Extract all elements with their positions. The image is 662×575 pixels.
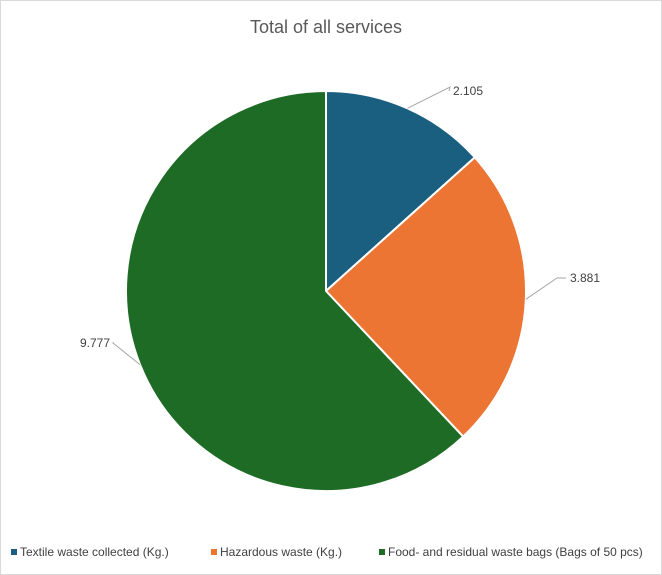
chart-title: Total of all services [250, 17, 402, 37]
legend-swatch-2 [211, 549, 217, 555]
leader-line-2 [525, 277, 566, 300]
legend-label-3: Food- and residual waste bags (Bags of 5… [388, 545, 643, 559]
data-label-1: 2.105 [453, 84, 483, 98]
pie-slice-2 [324, 155, 527, 438]
data-label-2: 3.881 [570, 271, 600, 285]
data-label-3: 9.777 [80, 336, 110, 350]
leader-line-3 [111, 342, 141, 366]
pie-slices [125, 89, 527, 492]
leader-line-1 [407, 86, 451, 109]
legend-label-2: Hazardous waste (Kg.) [220, 545, 342, 559]
data-labels: 2.105 3.881 9.777 [80, 84, 600, 350]
legend-item-2: Hazardous waste (Kg.) [211, 545, 342, 559]
legend-swatch-3 [379, 549, 385, 555]
legend-item-1: Textile waste collected (Kg.) [11, 545, 169, 559]
pie-slice-3 [125, 89, 465, 492]
legend-item-3: Food- and residual waste bags (Bags of 5… [379, 545, 643, 559]
leader-lines [111, 86, 566, 366]
legend-label-1: Textile waste collected (Kg.) [20, 545, 169, 559]
legend-swatch-1 [11, 549, 17, 555]
pie-slice-1 [325, 89, 477, 294]
legend: Textile waste collected (Kg.) Hazardous w… [11, 545, 643, 559]
